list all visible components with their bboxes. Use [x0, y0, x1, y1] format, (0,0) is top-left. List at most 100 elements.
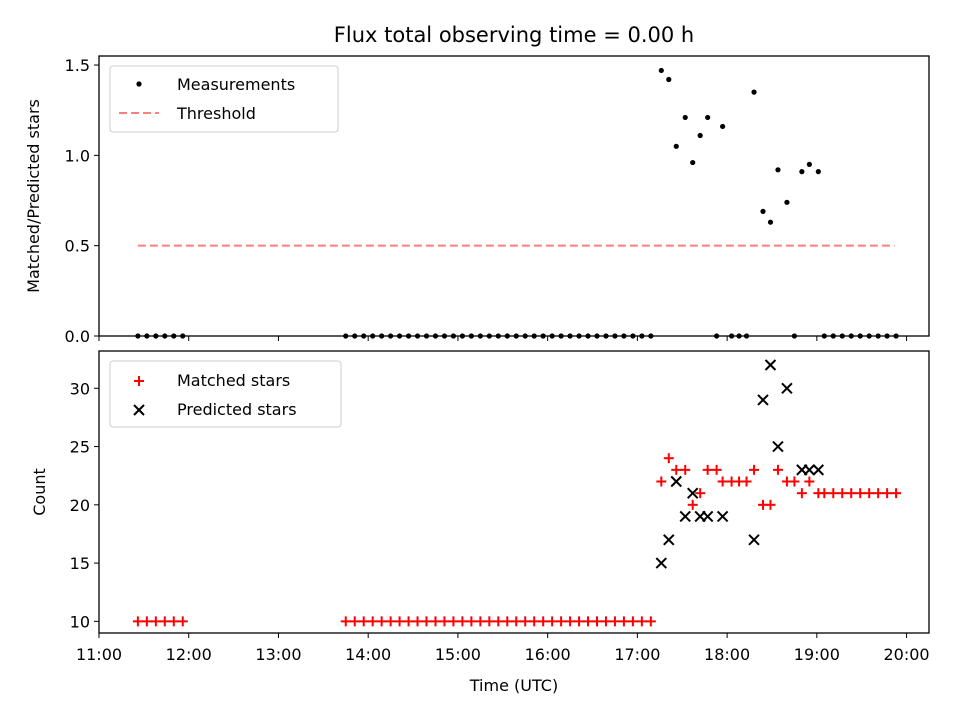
- x-tick-label: 11:00: [76, 645, 122, 664]
- matched-star-point: [511, 616, 522, 627]
- measurement-point: [522, 333, 528, 339]
- measurement-point: [884, 333, 890, 339]
- matched-star-point: [749, 464, 760, 475]
- predicted-star-point: [748, 534, 760, 546]
- legend-matched-marker: [134, 376, 144, 386]
- measurement-point: [343, 333, 349, 339]
- ratio-panel: 0.0 0.5 1.0 1.5 Matched/Predicted stars Mea…: [24, 55, 930, 346]
- legend-threshold-label: Threshold: [176, 104, 256, 123]
- measurement-point: [414, 333, 421, 339]
- matched-star-point: [403, 616, 414, 627]
- measurement-point: [396, 333, 403, 339]
- matched-star-point: [340, 616, 351, 627]
- matched-star-point: [574, 616, 585, 627]
- x-tick-label: 13:00: [255, 645, 301, 664]
- measurement-point: [673, 143, 679, 149]
- measurement-point: [558, 333, 564, 339]
- matched-star-point: [132, 616, 143, 627]
- ratio-legend-box: [109, 65, 339, 133]
- chart-title: Flux total observing time = 0.00 h: [334, 23, 694, 47]
- matched-star-point: [150, 616, 161, 627]
- predicted-star-point: [716, 510, 729, 523]
- x-tick-label: 12:00: [166, 645, 212, 664]
- matched-star-point: [421, 616, 432, 627]
- count-legend: Matched stars Predicted stars: [109, 360, 342, 428]
- matched-star-point: [796, 488, 807, 499]
- matched-star-point: [789, 476, 800, 487]
- x-tick-label: 15:00: [435, 645, 481, 664]
- x-axis-label: Time (UTC): [469, 676, 558, 695]
- matched-star-point: [702, 464, 713, 475]
- matched-star-point: [891, 488, 902, 499]
- count-y-tick-label: 20: [70, 496, 90, 515]
- matched-star-point: [159, 616, 170, 627]
- measurement-point: [848, 333, 854, 339]
- matched-star-point: [864, 488, 875, 499]
- x-tick-label: 14:00: [345, 645, 391, 664]
- measurement-point: [736, 333, 742, 339]
- matched-star-point: [600, 616, 611, 627]
- measurement-point: [767, 219, 774, 225]
- measurement-point: [423, 333, 430, 339]
- matched-star-point: [520, 616, 531, 627]
- measurement-point: [666, 76, 672, 83]
- measurement-point: [697, 132, 703, 139]
- measurement-point: [171, 333, 177, 339]
- matched-star-point: [592, 616, 602, 627]
- matched-star-point: [636, 616, 647, 627]
- measurement-point: [866, 333, 872, 339]
- matched-star-point: [385, 616, 396, 627]
- measurement-point: [388, 333, 394, 339]
- measurement-point: [720, 123, 726, 130]
- predicted-star-point: [655, 557, 668, 569]
- x-tick-label: 17:00: [614, 645, 660, 664]
- measurement-point: [540, 333, 546, 339]
- matched-star-point: [502, 616, 513, 627]
- matched-star-point: [711, 464, 722, 475]
- count-y-tick-label: 10: [70, 612, 90, 631]
- measurement-point: [379, 333, 385, 339]
- matched-star-point: [394, 616, 405, 627]
- matched-star-point: [457, 616, 468, 627]
- matched-star-point: [412, 616, 423, 627]
- matched-star-point: [645, 616, 656, 627]
- count-y-tick-label: 25: [70, 438, 90, 457]
- measurement-point: [432, 333, 439, 339]
- legend-matched-label: Matched stars: [177, 371, 290, 390]
- matched-star-point: [448, 616, 459, 627]
- predicted-star-point: [812, 464, 825, 476]
- measurement-point: [594, 333, 600, 339]
- matched-star-point: [376, 616, 387, 627]
- matched-star-point: [873, 488, 884, 499]
- matched-star-point: [538, 616, 549, 627]
- measurement-point: [630, 333, 636, 339]
- measurement-point: [495, 333, 501, 339]
- measurement-point: [162, 333, 168, 339]
- measurement-point: [875, 333, 881, 339]
- legend-measurements-label: Measurements: [177, 75, 295, 94]
- measurement-point: [459, 333, 466, 339]
- measurement-point: [639, 333, 645, 339]
- measurement-point: [799, 169, 805, 175]
- measurement-point: [815, 169, 821, 175]
- matched-star-point: [177, 616, 188, 627]
- matched-star-point: [717, 476, 728, 487]
- predicted-star-point: [701, 510, 714, 523]
- measurement-point: [531, 333, 537, 339]
- measurement-point: [603, 333, 609, 339]
- matched-star-point: [609, 616, 620, 627]
- matched-star-point: [687, 499, 698, 510]
- matched-star-point: [882, 488, 893, 499]
- matched-star-point: [565, 616, 576, 627]
- predicted-star-point: [772, 440, 784, 453]
- matched-star-point: [656, 476, 667, 487]
- matched-star-point: [680, 464, 691, 475]
- measurement-point: [806, 161, 812, 167]
- measurement-point: [839, 333, 845, 339]
- matched-star-point: [367, 616, 378, 627]
- measurement-point: [893, 333, 899, 339]
- matched-star-point: [547, 616, 558, 627]
- measurement-point: [690, 159, 696, 166]
- matched-star-point: [819, 488, 830, 499]
- matched-star-point: [618, 616, 629, 627]
